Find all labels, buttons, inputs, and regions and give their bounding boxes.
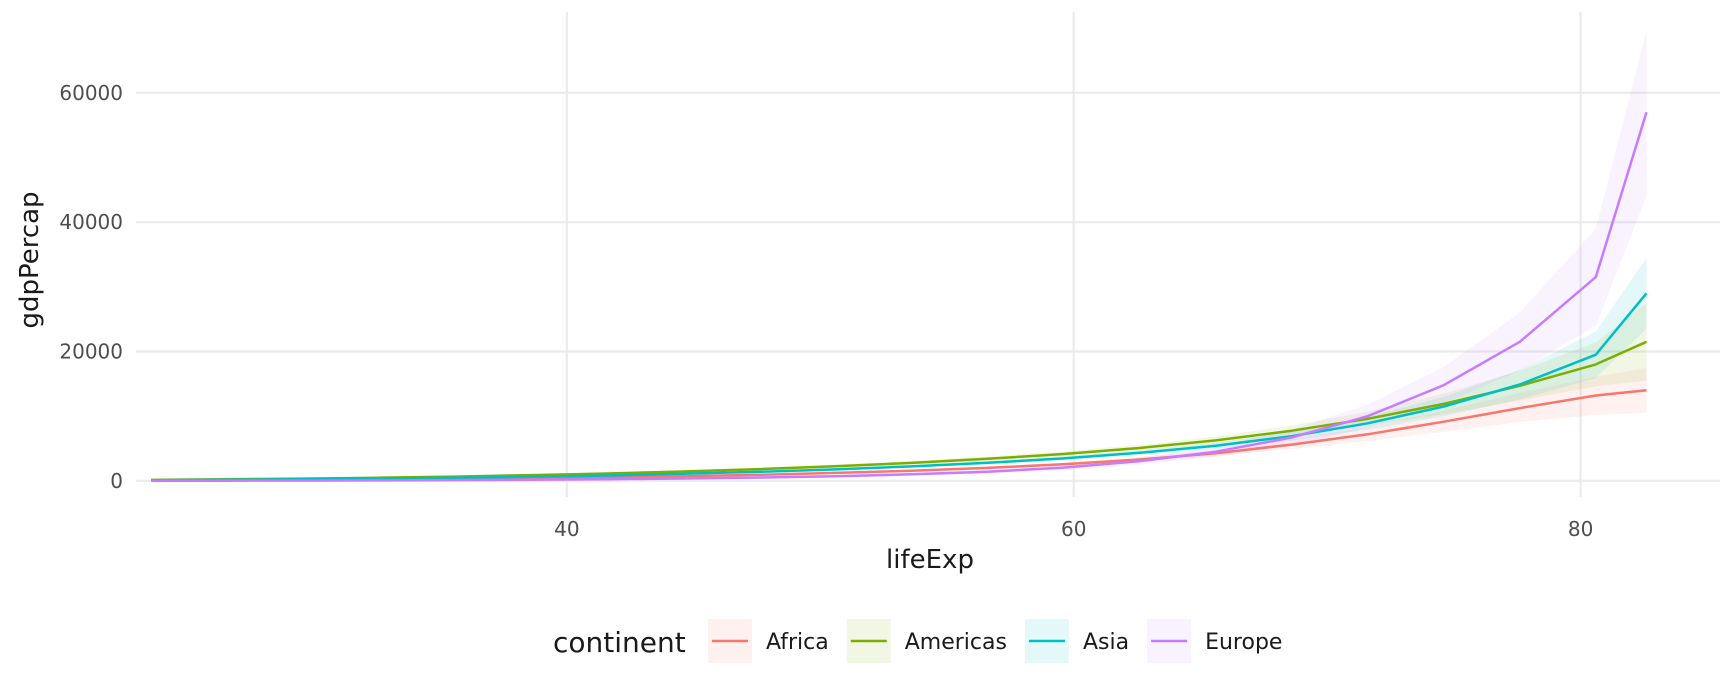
y-axis-title: gdpPercap [15,191,45,328]
line-europe [151,111,1648,483]
legend-item-americas: Americas [846,619,1007,663]
band-asia [151,257,1647,481]
legend-label-americas: Americas [905,630,1007,655]
x-tick-label: 60 [1061,517,1086,541]
confidence-bands [151,31,1647,481]
series-lines [151,111,1648,483]
x-tick-label: 40 [554,517,579,541]
y-tick-label: 60000 [59,81,123,105]
legend-item-asia: Asia [1024,619,1129,663]
y-tick-label: 20000 [59,340,123,364]
legend-entries: Africa Americas Asia Europe [708,619,1282,663]
legend-label-asia: Asia [1083,630,1129,655]
x-tick-label: 80 [1568,517,1593,541]
y-tick-label: 0 [110,469,123,493]
x-axis-title: lifeExp [886,545,974,575]
legend-title: continent [553,626,686,659]
legend: continent Africa Americas Asia Europe [553,619,1282,663]
y-tick-label: 40000 [59,210,123,234]
legend-item-africa: Africa [708,619,829,663]
band-americas [151,303,1647,481]
legend-item-europe: Europe [1147,619,1282,663]
line-asia [151,292,1648,482]
legend-label-europe: Europe [1205,630,1282,655]
legend-label-africa: Africa [766,630,829,655]
tick-labels: 40 60 80 0 20000 40000 60000 [59,81,1593,541]
